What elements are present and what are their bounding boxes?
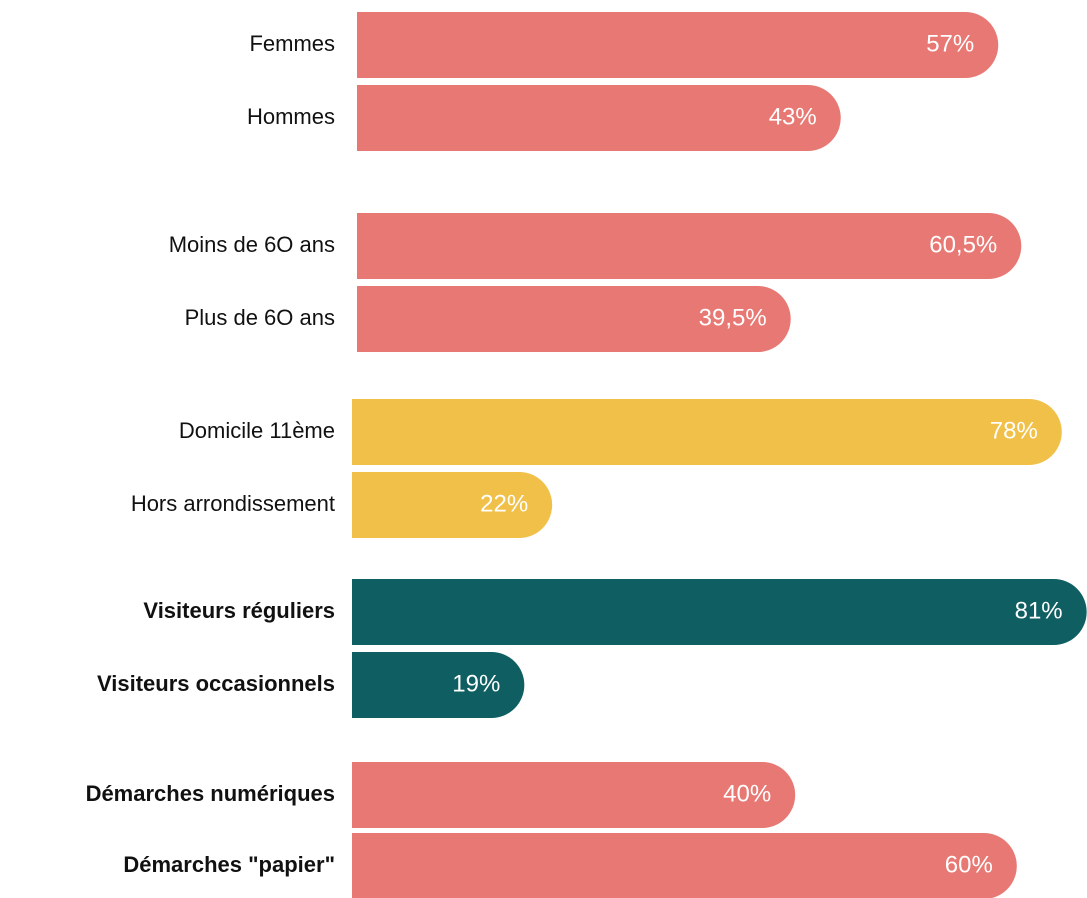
value-label: 81%	[1015, 597, 1063, 624]
category-label: Hommes	[247, 104, 335, 129]
bar	[352, 833, 1017, 898]
value-label: 19%	[452, 670, 500, 697]
category-label: Domicile 11ème	[179, 418, 335, 443]
category-label: Démarches "papier"	[123, 852, 335, 877]
bar	[352, 652, 525, 718]
category-label: Femmes	[249, 31, 335, 56]
bar	[357, 12, 999, 78]
value-label: 78%	[990, 417, 1038, 444]
bar	[352, 399, 1062, 465]
bar	[352, 472, 553, 538]
value-label: 43%	[769, 103, 817, 130]
category-label: Hors arrondissement	[131, 491, 335, 516]
value-label: 22%	[480, 490, 528, 517]
bar	[357, 85, 841, 151]
category-label: Plus de 6O ans	[185, 305, 335, 330]
value-label: 40%	[723, 780, 771, 807]
value-label: 57%	[926, 30, 974, 57]
category-label: Démarches numériques	[86, 781, 335, 806]
value-label: 39,5%	[699, 304, 767, 331]
bar	[352, 579, 1087, 645]
bar	[357, 286, 791, 352]
value-label: 60%	[945, 851, 993, 878]
value-label: 60,5%	[929, 231, 997, 258]
category-label: Moins de 6O ans	[169, 232, 335, 257]
category-label: Visiteurs réguliers	[143, 598, 335, 623]
bar	[357, 213, 1022, 279]
category-label: Visiteurs occasionnels	[97, 671, 335, 696]
bar	[352, 762, 796, 828]
